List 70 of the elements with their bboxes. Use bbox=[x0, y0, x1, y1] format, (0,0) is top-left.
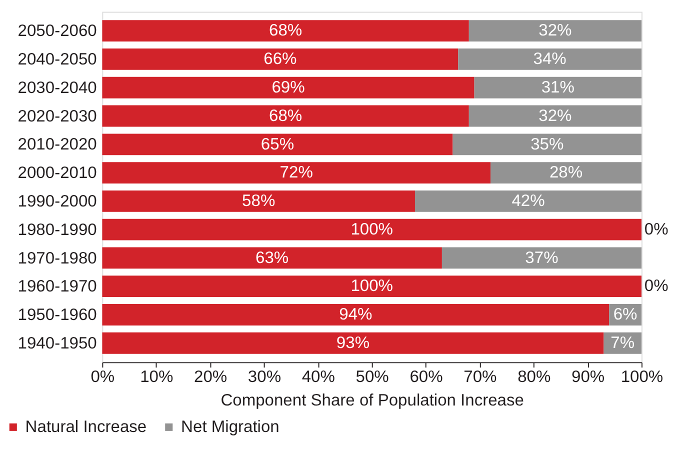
data-label: 31% bbox=[541, 77, 575, 96]
bar bbox=[102, 247, 442, 269]
bar bbox=[102, 276, 642, 298]
x-tick-label: 10% bbox=[140, 367, 174, 386]
legend-label: Net Migration bbox=[181, 417, 280, 436]
y-tick-label: 1980-1990 bbox=[18, 220, 97, 239]
data-label: 100% bbox=[350, 219, 394, 238]
y-tick-label: 2030-2040 bbox=[18, 78, 97, 97]
data-label: 100% bbox=[350, 276, 394, 296]
x-tick-label: 20% bbox=[194, 367, 228, 386]
bar bbox=[490, 162, 642, 184]
data-label: 0% bbox=[644, 276, 669, 296]
bar bbox=[474, 76, 642, 98]
bar bbox=[102, 105, 469, 127]
x-tick-label: 60% bbox=[410, 367, 444, 386]
y-tick-label: 1990-2000 bbox=[18, 192, 97, 211]
y-tick-label: 2020-2030 bbox=[18, 106, 97, 126]
x-tick-label: 0% bbox=[90, 367, 115, 386]
bar bbox=[458, 48, 642, 70]
bar bbox=[102, 162, 490, 184]
data-label: 0% bbox=[644, 219, 669, 238]
bar bbox=[468, 105, 642, 127]
data-label: 72% bbox=[280, 162, 314, 182]
data-label: 32% bbox=[538, 106, 572, 125]
data-label: 42% bbox=[512, 191, 546, 210]
bar bbox=[452, 134, 642, 156]
x-tick-label: 50% bbox=[356, 367, 390, 386]
bar bbox=[102, 20, 469, 42]
data-label: 68% bbox=[269, 106, 302, 125]
data-label: 65% bbox=[260, 134, 294, 154]
data-label: 6% bbox=[613, 304, 638, 324]
x-tick-label: 100% bbox=[620, 367, 664, 386]
data-label: 34% bbox=[533, 49, 567, 68]
y-tick-label: 1940-1950 bbox=[18, 333, 97, 352]
bar bbox=[102, 332, 604, 354]
bar bbox=[102, 190, 415, 212]
x-tick-label: 90% bbox=[572, 367, 605, 386]
x-axis-title: Component Share of Population Increase bbox=[220, 390, 524, 410]
data-label: 28% bbox=[549, 162, 583, 182]
bar bbox=[102, 218, 642, 240]
y-tick-label: 2010-2020 bbox=[18, 134, 97, 154]
data-label: 35% bbox=[530, 134, 564, 154]
data-label: 94% bbox=[339, 304, 373, 324]
bar bbox=[102, 304, 610, 326]
data-label: 58% bbox=[242, 191, 276, 210]
y-tick-label: 1970-1980 bbox=[18, 248, 97, 268]
data-label: 63% bbox=[256, 248, 289, 267]
bar bbox=[414, 190, 642, 212]
bar bbox=[102, 134, 453, 156]
x-tick-label: 70% bbox=[464, 367, 498, 386]
legend-label: Natural Increase bbox=[25, 417, 147, 436]
x-tick-label: 30% bbox=[248, 367, 282, 386]
y-tick-label: 1960-1970 bbox=[18, 276, 97, 296]
bar bbox=[442, 247, 642, 269]
bar bbox=[102, 48, 458, 70]
data-label: 37% bbox=[525, 248, 559, 267]
x-tick-label: 80% bbox=[518, 367, 551, 386]
data-label: 66% bbox=[264, 49, 298, 68]
data-label: 68% bbox=[269, 20, 302, 40]
bar bbox=[468, 20, 642, 42]
y-tick-label: 2000-2010 bbox=[18, 163, 97, 182]
y-tick-label: 1950-1960 bbox=[18, 305, 97, 324]
bar bbox=[102, 76, 474, 98]
y-tick-label: 2040-2050 bbox=[18, 50, 97, 69]
data-label: 69% bbox=[272, 77, 306, 96]
data-label: 7% bbox=[610, 333, 635, 352]
data-label: 32% bbox=[538, 20, 572, 40]
data-label: 93% bbox=[336, 333, 370, 352]
x-tick-label: 40% bbox=[302, 367, 336, 386]
y-tick-label: 2050-2060 bbox=[18, 21, 97, 40]
